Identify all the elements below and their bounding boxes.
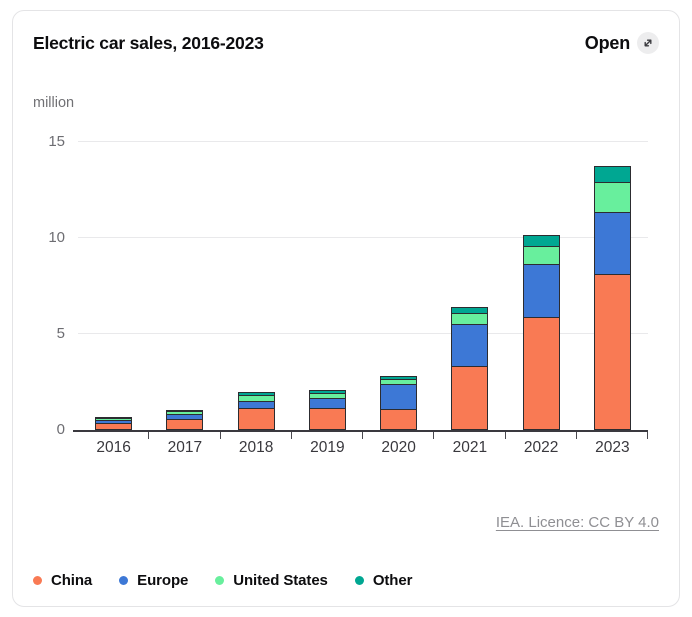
x-axis-tick [433,432,435,439]
y-axis-label-0: 0 [56,421,65,438]
gridline-5 [78,333,648,334]
bar-segment-china-2022[interactable] [522,317,560,430]
x-axis-tick [504,432,506,439]
bar-column-2020 [363,123,434,430]
bar-segment-europe-2020[interactable] [380,384,418,410]
stacked-bar-2018 [237,392,275,430]
legend-dot-other [354,576,364,585]
bar-segment-united-states-2023[interactable] [593,182,631,213]
legend-dot-europe [119,576,129,585]
x-axis-label-2020: 2020 [381,439,416,456]
bar-segment-china-2023[interactable] [593,274,631,430]
bar-segment-united-states-2022[interactable] [522,246,560,265]
bar-column-2018 [221,123,292,430]
x-axis-labels: 2016 2017 2018 2019 2020 2021 2022 2023 [78,439,648,457]
stacked-bar-2020 [380,376,418,430]
x-axis-tick [362,432,363,439]
legend-dot-china [33,576,42,585]
bar-column-2021 [434,123,505,430]
stacked-bar-2022 [522,235,560,430]
bar-column-2022 [506,123,577,430]
stacked-bar-2019 [308,390,346,430]
gridline-15 [78,141,648,142]
y-axis-label-10: 10 [48,229,65,246]
legend-label-other: Other [372,572,413,589]
x-axis-tick [290,432,292,439]
x-axis-label-2016: 2016 [96,439,131,456]
legend: China Europe United States Other [33,572,659,589]
stacked-bar-2021 [451,307,489,430]
legend-item-europe[interactable]: Europe [119,572,188,589]
legend-item-other[interactable]: Other [354,572,413,589]
bar-segment-china-2019[interactable] [308,408,346,430]
x-axis-line [73,430,648,432]
legend-label-europe: Europe [137,572,189,589]
expand-icon[interactable] [637,32,659,54]
bar-segment-europe-2022[interactable] [522,264,560,318]
bar-column-2019 [292,123,363,430]
chart-card: Electric car sales, 2016-2023 Open milli… [12,10,680,607]
x-axis-label-2023: 2023 [595,439,630,456]
x-axis-label-2018: 2018 [238,439,274,456]
x-axis-tick [148,432,150,439]
x-axis-label-2019: 2019 [310,439,345,456]
bar-segment-europe-2023[interactable] [593,212,631,275]
page-title: Electric car sales, 2016-2023 [33,32,264,53]
y-axis-unit-label: million [33,95,75,111]
bar-segment-europe-2021[interactable] [451,324,489,367]
x-axis-tick [575,432,577,439]
y-axis-label-15: 15 [48,133,65,150]
x-axis-tick [219,432,221,439]
open-button-label[interactable]: Open [584,32,630,53]
bar-segment-china-2020[interactable] [380,409,418,430]
stacked-bar-2023 [593,166,631,430]
card-header: Electric car sales, 2016-2023 Open [33,31,659,55]
bars-container [78,123,648,430]
y-axis-label-5: 5 [56,325,65,342]
plot-area: 0 5 10 15 [48,123,648,439]
bar-segment-china-2017[interactable] [166,419,204,430]
source-row: IEA. Licence: CC BY 4.0 [33,514,659,532]
bar-segment-china-2021[interactable] [451,366,489,430]
x-axis-tick [647,432,648,439]
x-axis-label-2021: 2021 [452,439,488,456]
bar-segment-other-2023[interactable] [593,166,631,183]
legend-item-united-states[interactable]: United States [215,572,328,589]
stacked-bar-2016 [95,417,133,430]
source-link[interactable]: IEA. Licence: CC BY 4.0 [495,514,659,531]
bar-chart: 0 5 10 15 2016 2017 2018 2019 2020 2021 2022 2023 [48,123,648,457]
gridline-10 [78,237,648,238]
bar-segment-china-2016[interactable] [95,423,133,430]
x-axis-label-2017: 2017 [167,439,203,456]
bar-column-2023 [577,123,648,430]
legend-item-china[interactable]: China [33,572,92,589]
bar-column-2017 [149,123,220,430]
open-button[interactable]: Open [585,32,659,54]
stacked-bar-2017 [166,410,204,430]
legend-dot-united-states [215,576,225,585]
bar-column-2016 [78,123,149,430]
bar-segment-china-2018[interactable] [237,408,275,430]
x-axis-label-2022: 2022 [523,439,559,456]
legend-label-united-states: United States [233,572,328,589]
legend-label-china: China [51,572,93,589]
